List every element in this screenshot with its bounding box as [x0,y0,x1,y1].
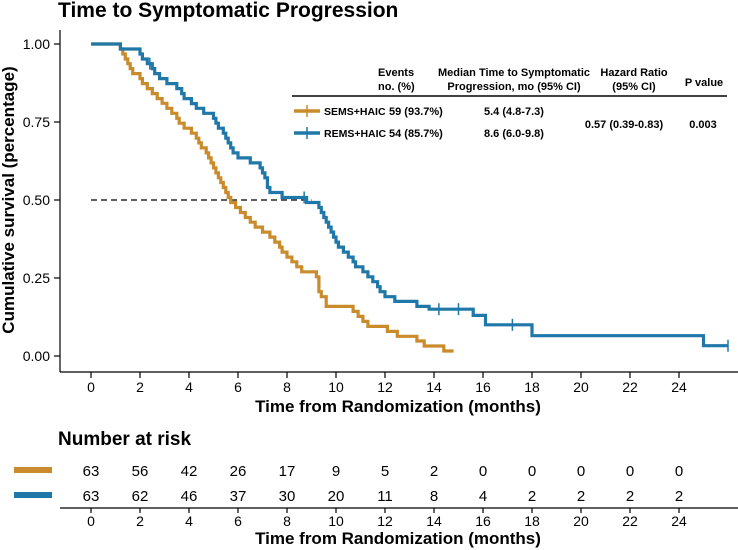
header-hr-2: (95% CI) [612,81,656,93]
risk-value-sems: 63 [83,463,100,480]
p-value: 0.003 [689,119,717,131]
risk-x-tick-label: 4 [185,513,193,529]
y-tick-label: 0.00 [23,348,50,364]
header-pvalue: P value [685,77,723,89]
risk-x-tick-label: 22 [622,513,638,529]
risk-value-sems: 2 [430,463,438,480]
x-tick-label: 8 [283,379,291,395]
risk-x-axis-ticks: 0 2 4 6 8 10 12 14 16 18 20 22 24 [87,508,687,529]
risk-value-sems: 5 [381,463,389,480]
risk-x-tick-label: 0 [87,513,95,529]
x-tick-label: 20 [573,379,589,395]
risk-x-tick-label: 10 [328,513,344,529]
x-tick-label: 18 [524,379,540,395]
risk-value-rems: 2 [577,488,585,505]
statistics-table: Events no. (%) Median Time to Symptomati… [292,67,727,140]
survival-curves [91,42,729,353]
y-axis-label: Cumulative survival (percentage) [0,66,18,333]
median-rems: 8.6 (6.0-9.8) [484,128,544,140]
y-tick-label: 0.75 [23,114,50,130]
header-events-1: Events [378,67,414,79]
x-tick-label: 12 [377,379,393,395]
events-rems: 54 (85.7%) [389,128,443,140]
risk-value-sems: 0 [479,463,487,480]
median-sems: 5.4 (4.8-7.3) [484,106,544,118]
events-sems: 59 (93.7%) [389,106,443,118]
header-events-2: no. (%) [378,81,415,93]
risk-x-axis-label: Time from Randomization (months) [255,529,541,548]
x-axis-label: Time from Randomization (months) [255,397,541,416]
header-hr-1: Hazard Ratio [600,67,668,79]
risk-value-sems: 9 [332,463,340,480]
risk-x-tick-label: 2 [136,513,144,529]
risk-x-tick-label: 24 [671,513,687,529]
chart-title: Time to Symptomatic Progression [58,0,398,22]
x-tick-label: 10 [328,379,344,395]
risk-value-rems: 63 [83,488,100,505]
risk-x-tick-label: 6 [234,513,242,529]
hazard-ratio-value: 0.57 (0.39-0.83) [585,119,664,131]
risk-value-sems: 0 [675,463,683,480]
risk-value-rems: 2 [675,488,683,505]
risk-x-tick-label: 16 [475,513,491,529]
risk-value-rems: 30 [279,488,296,505]
y-tick-label: 1.00 [23,36,50,52]
risk-value-rems: 2 [528,488,536,505]
y-axis-ticks: 0.00 0.25 0.50 0.75 1.00 [23,36,60,364]
survival-curve-sems [91,42,454,353]
header-median-2: Progression, mo (95% CI) [447,81,581,93]
risk-table-title: Number at risk [58,429,191,450]
x-tick-label: 6 [234,379,242,395]
risk-value-sems: 0 [577,463,585,480]
x-tick-label: 0 [87,379,95,395]
legend-label-sems: SEMS+HAIC [324,106,386,118]
risk-value-sems: 42 [181,463,198,480]
x-tick-label: 4 [185,379,193,395]
header-median-1: Median Time to Symptomatic [438,67,590,79]
risk-table-values: 63 56 42 26 17 9 5 2 0 0 0 0 063 62 46 37 30 20 11 8 4 2 2 2 2 [83,463,684,505]
y-tick-label: 0.50 [23,192,50,208]
risk-value-sems: 0 [626,463,634,480]
x-tick-label: 16 [475,379,491,395]
x-tick-label: 22 [622,379,638,395]
risk-x-tick-label: 12 [377,513,393,529]
risk-x-tick-label: 8 [283,513,291,529]
x-tick-label: 2 [136,379,144,395]
legend-label-rems: REMS+HAIC [324,128,387,140]
survival-curve-rems [91,42,728,348]
risk-value-sems: 0 [528,463,536,480]
risk-value-rems: 20 [328,488,345,505]
risk-x-tick-label: 20 [573,513,589,529]
x-tick-label: 24 [671,379,687,395]
y-tick-label: 0.25 [23,270,50,286]
risk-value-sems: 56 [132,463,149,480]
risk-value-rems: 2 [626,488,634,505]
risk-value-rems: 8 [430,488,438,505]
risk-value-sems: 17 [279,463,296,480]
risk-value-sems: 26 [230,463,247,480]
risk-value-rems: 46 [181,488,198,505]
risk-value-rems: 37 [230,488,247,505]
x-tick-label: 14 [426,379,442,395]
risk-x-tick-label: 14 [426,513,442,529]
risk-value-rems: 4 [479,488,487,505]
risk-value-rems: 11 [377,488,393,505]
x-axis-ticks: 0 2 4 6 8 10 12 14 16 18 20 22 24 [87,372,687,395]
risk-x-tick-label: 18 [524,513,540,529]
risk-value-rems: 62 [132,488,149,505]
